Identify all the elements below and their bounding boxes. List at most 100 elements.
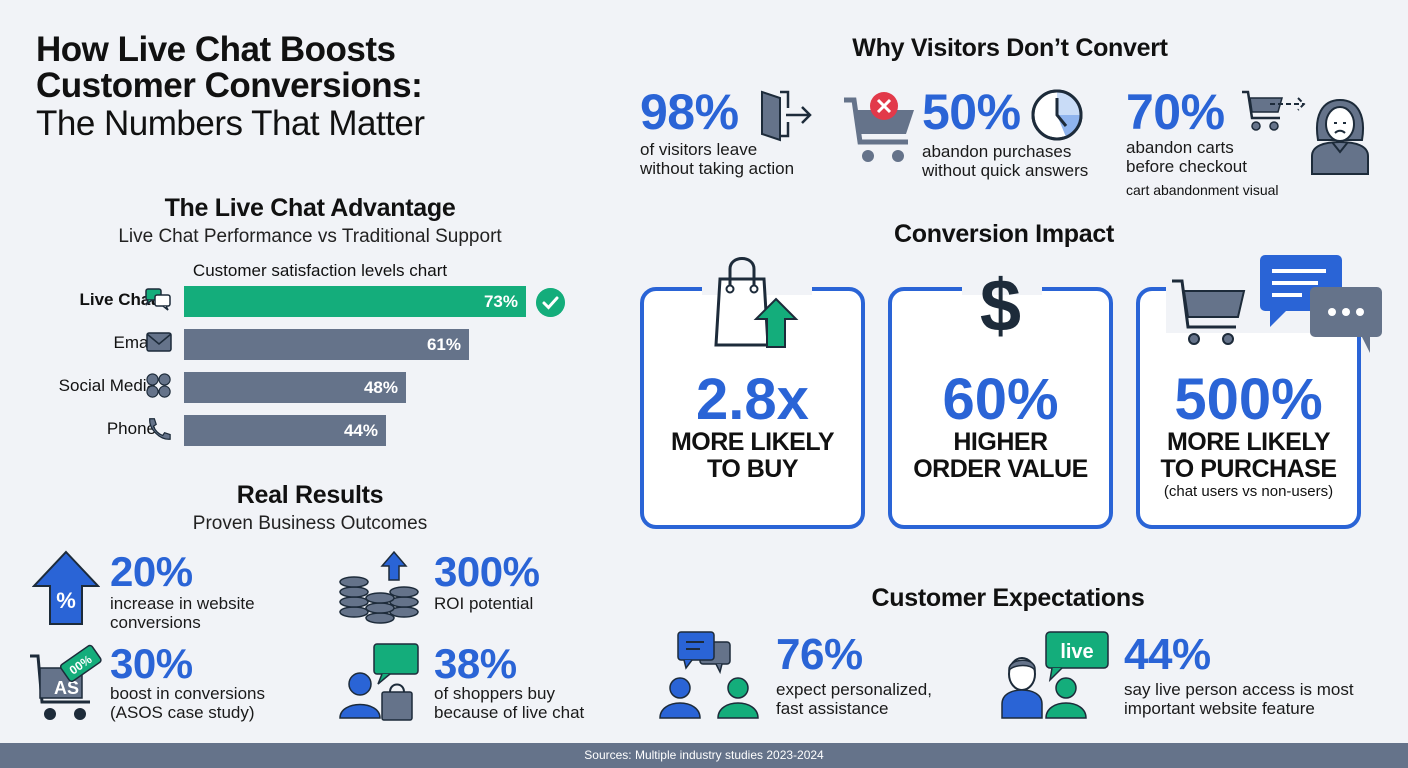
stat-value: 300% bbox=[434, 548, 540, 595]
impact-card-order-value: $ 60% HIGHER ORDER VALUE bbox=[888, 264, 1113, 529]
stat-desc-line: without quick answers bbox=[922, 161, 1089, 180]
bar-live-chat: 73% bbox=[184, 286, 526, 317]
expectations-heading: Customer Expectations bbox=[871, 584, 1145, 612]
sources-footer: Sources: Multiple industry studies 2023-… bbox=[0, 743, 1408, 768]
bar-row-live-chat: Live Chat 73% bbox=[20, 282, 580, 325]
impact-heading: Conversion Impact bbox=[894, 220, 1114, 248]
results-subheading: Proven Business Outcomes bbox=[192, 513, 428, 534]
chart-caption: Customer satisfaction levels chart bbox=[192, 261, 448, 280]
impact-label: MORE LIKELY TO PURCHASE bbox=[1140, 429, 1357, 483]
advantage-heading: The Live Chat Advantage bbox=[164, 194, 456, 222]
stat-desc-line: because of live chat bbox=[434, 703, 585, 722]
coins-growth-icon bbox=[339, 550, 419, 624]
shopper-chat-icon bbox=[339, 643, 419, 721]
impact-label-line: ORDER VALUE bbox=[913, 455, 1088, 483]
exit-door-icon bbox=[761, 90, 812, 142]
phone-icon bbox=[149, 418, 171, 440]
why-heading: Why Visitors Don’t Convert bbox=[852, 34, 1168, 62]
visual-caption: cart abandonment visual bbox=[1126, 182, 1279, 198]
impact-note: (chat users vs non-users) bbox=[1163, 483, 1334, 500]
impact-label-line: TO BUY bbox=[707, 455, 799, 483]
stat-value: 30% bbox=[110, 640, 193, 687]
card-border-gap bbox=[962, 285, 1042, 295]
stat-desc-line: conversions bbox=[110, 613, 201, 632]
stat-desc: of shoppers buy because of live chat bbox=[434, 684, 654, 722]
bar-row-phone: Phone 44% bbox=[20, 411, 580, 454]
stat-desc-line: abandon carts bbox=[1126, 138, 1234, 157]
bar-row-email: Email 61% bbox=[20, 325, 580, 368]
stat-desc-line: before checkout bbox=[1126, 157, 1247, 176]
clock-icon bbox=[1031, 89, 1083, 141]
title-line-3: The Numbers That Matter bbox=[36, 104, 425, 143]
bar-phone: 44% bbox=[184, 415, 386, 446]
stat-desc: say live person access is most important… bbox=[1124, 680, 1404, 718]
stat-desc: ROI potential bbox=[434, 594, 534, 613]
impact-label: HIGHER ORDER VALUE bbox=[892, 429, 1109, 483]
percent-up-arrow-icon: % bbox=[32, 550, 100, 625]
dollar-icon: $ bbox=[979, 264, 1022, 347]
svg-text:live: live bbox=[1060, 641, 1093, 663]
impact-label-line: MORE LIKELY bbox=[670, 428, 835, 456]
live-agent-icon: live bbox=[1001, 631, 1109, 719]
checkmark-icon bbox=[536, 288, 565, 317]
social-media-icon bbox=[146, 373, 171, 398]
bar-social-media: 48% bbox=[184, 372, 406, 403]
bar-label: Phone bbox=[106, 419, 156, 438]
satisfaction-bar-chart: Live Chat 73% Email 61% Social Media 48% bbox=[20, 282, 580, 454]
stat-desc: abandon purchases without quick answers bbox=[922, 142, 1142, 180]
stat-desc: boost in conversions (ASOS case study) bbox=[110, 684, 330, 722]
bar-label: Email bbox=[113, 333, 156, 352]
svg-text:%: % bbox=[56, 588, 76, 613]
advantage-subheading: Live Chat Performance vs Traditional Sup… bbox=[118, 226, 502, 247]
impact-label: MORE LIKELY TO BUY bbox=[644, 429, 861, 483]
stat-desc-line: without taking action bbox=[640, 159, 795, 178]
stat-desc-line: abandon purchases bbox=[922, 142, 1072, 161]
stat-desc: of visitors leave without taking action bbox=[640, 140, 840, 178]
stat-desc-line: increase in website bbox=[110, 594, 255, 613]
cart-tag-icon: AS 00% bbox=[30, 644, 102, 720]
title-line-2: Customer Conversions: bbox=[36, 66, 423, 105]
stat-value: 38% bbox=[434, 640, 517, 687]
shopping-bag-up-icon bbox=[714, 257, 799, 348]
impact-value: 2.8x bbox=[696, 367, 809, 432]
impact-card-purchase: 500% MORE LIKELY TO PURCHASE (chat users… bbox=[1136, 255, 1382, 529]
impact-label-line: MORE LIKELY bbox=[1166, 428, 1331, 456]
stat-desc-line: of visitors leave bbox=[640, 140, 758, 159]
envelope-icon bbox=[146, 332, 172, 352]
bar-email: 61% bbox=[184, 329, 469, 360]
bar-row-social-media: Social Media 48% bbox=[20, 368, 580, 411]
stat-desc-line: important website feature bbox=[1124, 699, 1315, 718]
chat-bubbles-icon bbox=[145, 288, 171, 311]
stat-value: 98% bbox=[640, 84, 739, 140]
stat-desc-line: expect personalized, bbox=[776, 680, 932, 699]
bar-label: Social Media bbox=[58, 376, 156, 395]
impact-label-line: HIGHER bbox=[953, 428, 1048, 456]
stat-desc-line: (ASOS case study) bbox=[110, 703, 255, 722]
stat-desc: increase in website conversions bbox=[110, 594, 310, 632]
title-line-1: How Live Chat Boosts bbox=[36, 30, 396, 69]
stat-desc-line: say live person access is most bbox=[1124, 680, 1354, 699]
svg-text:AS: AS bbox=[54, 678, 79, 698]
cart-cancel-icon bbox=[844, 92, 914, 162]
stat-value: 44% bbox=[1124, 630, 1211, 679]
cart-arrow-icon bbox=[1242, 90, 1306, 131]
stat-desc: abandon carts before checkout bbox=[1126, 138, 1326, 176]
impact-label-line: TO PURCHASE bbox=[1160, 455, 1337, 483]
sad-person-icon bbox=[1311, 98, 1369, 175]
stat-desc-line: fast assistance bbox=[776, 699, 889, 718]
stat-desc-line: of shoppers buy bbox=[434, 684, 555, 703]
stat-desc: expect personalized, fast assistance bbox=[776, 680, 996, 718]
chat-bubbles-icon bbox=[1260, 255, 1382, 353]
two-people-chat-icon bbox=[659, 631, 759, 719]
stat-value: 70% bbox=[1126, 84, 1225, 140]
impact-card-buy: 2.8x MORE LIKELY TO BUY bbox=[640, 257, 865, 529]
stat-value: 76% bbox=[776, 630, 863, 679]
stat-value: 50% bbox=[922, 84, 1021, 140]
impact-value: 60% bbox=[942, 367, 1059, 432]
impact-value: 500% bbox=[1174, 367, 1323, 432]
bar-label: Live Chat bbox=[79, 290, 156, 309]
results-heading: Real Results bbox=[236, 481, 384, 509]
page-title: How Live Chat Boosts Customer Conversion… bbox=[36, 32, 596, 144]
stat-desc-line: boost in conversions bbox=[110, 684, 265, 703]
stat-value: 20% bbox=[110, 548, 193, 595]
